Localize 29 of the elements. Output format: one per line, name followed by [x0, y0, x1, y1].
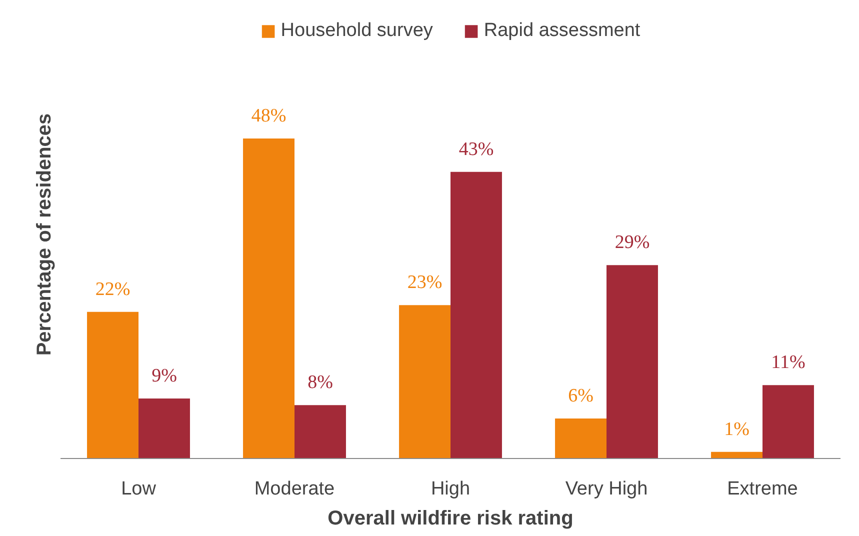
x-tick-label: Moderate [254, 478, 335, 500]
y-axis-title: Percentage of residences [34, 113, 56, 356]
bar [399, 305, 450, 458]
bar [555, 418, 606, 458]
x-tick-label: Very High [565, 478, 648, 500]
bar [762, 385, 814, 458]
data-label: 8% [308, 372, 334, 394]
x-tick-label: Low [121, 478, 156, 500]
bar [711, 452, 762, 458]
bar [87, 312, 138, 458]
data-label: 43% [458, 138, 494, 160]
data-label: 48% [251, 106, 286, 126]
data-label: 11% [771, 352, 806, 374]
bar [294, 405, 346, 458]
data-label: 6% [568, 386, 594, 406]
bar [138, 398, 190, 458]
x-tick-label: High [430, 478, 470, 500]
data-label: 9% [152, 366, 178, 386]
x-tick-label: Extreme [727, 478, 798, 500]
legend-label: Rapid assessment [484, 20, 640, 42]
bar [606, 265, 658, 458]
legend-label: Household survey [280, 20, 433, 42]
data-label: 22% [95, 278, 130, 300]
bar [243, 138, 294, 458]
data-label: 1% [724, 418, 750, 440]
data-label: 23% [407, 272, 442, 294]
bar [450, 172, 502, 458]
data-label: 29% [614, 232, 650, 254]
x-axis-title: Overall wildfire risk rating [328, 508, 574, 530]
